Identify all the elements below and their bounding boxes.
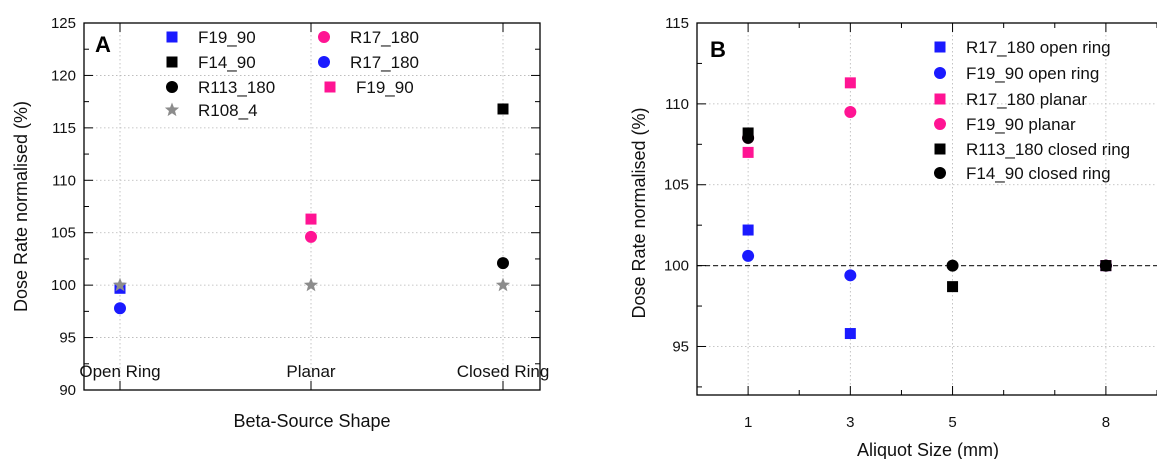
- panel-a-ytick-label: 125: [51, 15, 76, 32]
- panel-a-y-axis-label: Dose Rate normalised (%): [11, 101, 31, 312]
- panel-a-ytick-label: 115: [52, 120, 76, 137]
- panel-a-point: [114, 302, 126, 315]
- panel-a-point: [305, 230, 317, 243]
- panel-b-point: [946, 259, 959, 272]
- panel-a-legend-entry: R108_4: [164, 101, 258, 120]
- panel-b-legend-entry: R17_180 planar: [934, 90, 1087, 109]
- panel-a-legend-entry: F14_90: [166, 53, 256, 72]
- panel-b-legend-entry: F14_90 closed ring: [934, 164, 1111, 183]
- panel-a-legend-entry: R17_180: [318, 53, 419, 72]
- panel-b-point: [1099, 259, 1112, 272]
- panel-b-legend-label: R17_180 planar: [966, 90, 1087, 109]
- panel-b-legend-label: F19_90 planar: [966, 115, 1076, 134]
- panel-b-frame: [696, 22, 1157, 396]
- panel-b-point: [742, 224, 754, 236]
- panel-a-frame: [83, 22, 541, 391]
- panel-b-xtick-label: 8: [1102, 414, 1110, 431]
- panel-b-ytick-label: 115: [665, 15, 689, 32]
- panel-b-legend-marker: [934, 143, 946, 155]
- panel-a-category-label: Open Ring: [79, 362, 160, 381]
- panel-b-legend-label: R113_180 closed ring: [966, 140, 1130, 159]
- panel-b-ytick-label: 95: [672, 338, 689, 355]
- panel-b-legend-entry: F19_90 planar: [934, 115, 1076, 134]
- panel-a-legend-label: F19_90: [356, 78, 414, 97]
- panel-a-legend-label: R17_180: [350, 53, 419, 72]
- panel-b-legend-marker: [934, 41, 946, 53]
- panel-b-xtick-label: 3: [846, 414, 854, 431]
- panel-a-point: [112, 277, 128, 292]
- panel-a-point: [497, 257, 509, 270]
- panel-b-point: [742, 131, 755, 144]
- panel-b-legend-label: F14_90 closed ring: [966, 164, 1111, 183]
- panel-b-legend-entry: F19_90 open ring: [934, 64, 1099, 83]
- panel-a-legend-label: F14_90: [198, 53, 256, 72]
- panel-b-point: [844, 77, 856, 89]
- panel-a-legend-marker: [166, 31, 178, 43]
- panel-a-legend-marker: [166, 56, 178, 68]
- panel-a-point: [305, 213, 317, 225]
- panel-b-legend-marker: [934, 93, 946, 105]
- panel-a-legend-marker: [318, 56, 330, 68]
- panel-b-point: [742, 146, 754, 158]
- panel-b-letter: B: [710, 37, 726, 62]
- panel-a-ytick-label: 120: [51, 67, 76, 84]
- panel-a-legend-label: F19_90: [198, 28, 256, 47]
- panel-b-ytick-label: 110: [665, 96, 689, 113]
- panel-a-legend-marker: [324, 81, 336, 93]
- panel-b-y-axis-label: Dose Rate normalised (%): [629, 107, 649, 318]
- panel-a: 90 95 100 105 110 115 120 125 Open Ring Planar Clo…: [11, 15, 549, 431]
- panel-a-ytick-label: 95: [59, 330, 76, 347]
- panel-b-ytick-label: 100: [664, 258, 689, 275]
- panel-b-point: [844, 269, 857, 282]
- panel-a-legend-entry: R113_180: [166, 78, 275, 97]
- panel-b-point: [947, 281, 959, 293]
- panel-a-legend-entry: F19_90: [166, 28, 256, 47]
- panel-a-legend-label: R113_180: [198, 78, 275, 97]
- panel-b: 95 100 105 110 115 1 3 5 8 Aliquot Size (mm) Dose …: [629, 15, 1157, 459]
- panel-b-legend-entry: R113_180 closed ring: [934, 140, 1130, 159]
- panel-b-legend-marker: [934, 67, 946, 79]
- panel-b-ytick-label: 105: [664, 177, 689, 194]
- panel-a-category-label: Planar: [286, 362, 335, 381]
- panel-b-legend-marker: [934, 118, 946, 130]
- panel-b-point: [844, 328, 856, 340]
- panel-b-legend-label: R17_180 open ring: [966, 38, 1111, 57]
- panel-a-point: [495, 277, 511, 292]
- panel-a-legend-entry: F19_90: [324, 78, 414, 97]
- panel-a-point: [497, 103, 509, 115]
- panel-a-x-axis-label: Beta-Source Shape: [233, 411, 390, 431]
- panel-a-legend-marker: [166, 81, 178, 93]
- panel-b-xtick-label: 5: [948, 414, 956, 431]
- panel-a-category-label: Closed Ring: [457, 362, 550, 381]
- panel-b-x-axis-label: Aliquot Size (mm): [857, 440, 999, 459]
- panel-a-letter: A: [95, 32, 111, 57]
- panel-b-legend-label: F19_90 open ring: [966, 64, 1099, 83]
- panel-b-legend-marker: [934, 167, 946, 179]
- panel-a-ytick-label: 90: [59, 382, 76, 399]
- panel-b-legend-entry: R17_180 open ring: [934, 38, 1111, 57]
- panel-a-legend-marker: [318, 31, 330, 43]
- panel-a-legend-entry: R17_180: [318, 28, 419, 47]
- panel-a-legend-label: R17_180: [350, 28, 419, 47]
- panel-b-xtick-label: 1: [744, 414, 752, 431]
- panel-a-ytick-label: 105: [51, 225, 76, 242]
- panel-a-ytick-label: 100: [51, 277, 76, 294]
- panel-a-legend-label: R108_4: [198, 101, 258, 120]
- panel-b-point: [844, 105, 857, 118]
- panel-a-ytick-label: 110: [52, 172, 76, 189]
- panel-a-point: [303, 277, 319, 292]
- panel-b-point: [742, 249, 755, 262]
- panel-a-legend-marker: [164, 102, 180, 117]
